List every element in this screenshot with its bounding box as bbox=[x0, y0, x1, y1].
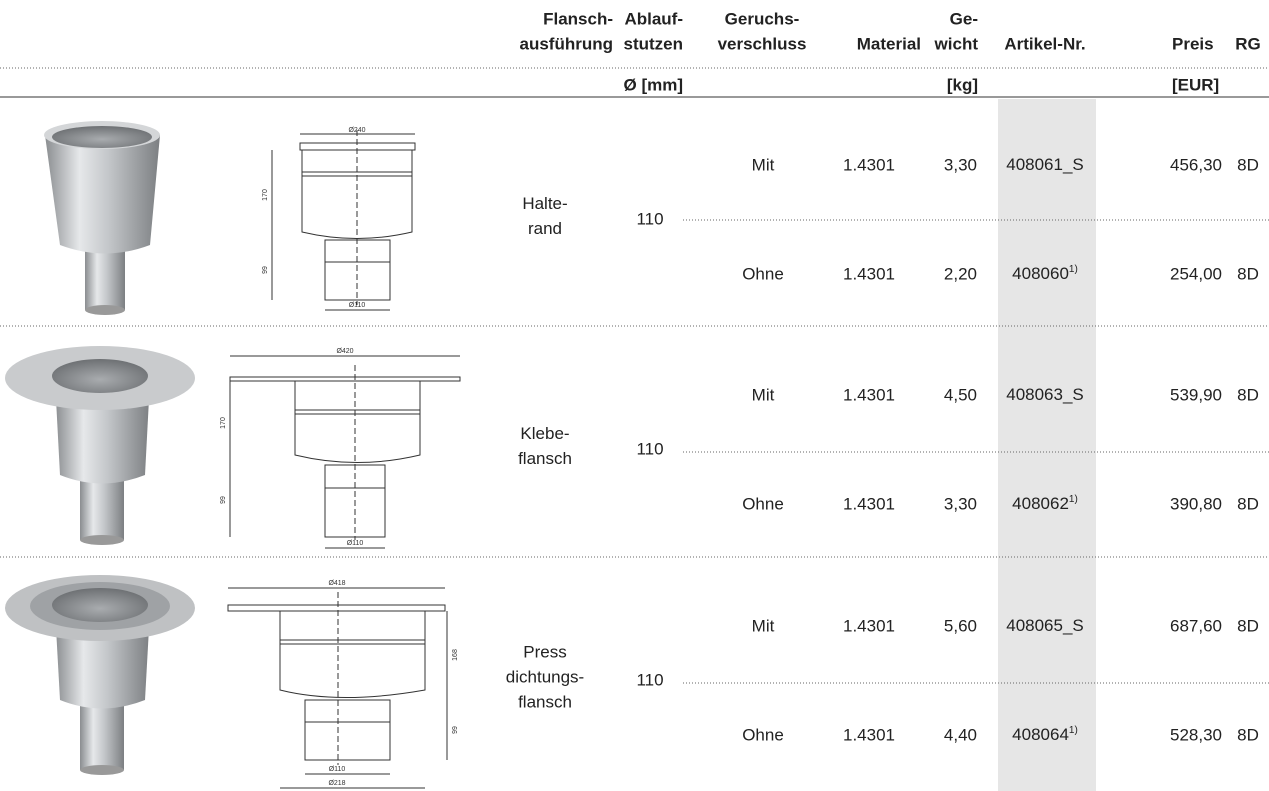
trap: Ohne bbox=[742, 725, 784, 744]
dimension-label: Ø418 bbox=[328, 580, 345, 587]
trap: Mit bbox=[752, 385, 775, 404]
dimension-label: Ø218 bbox=[328, 780, 345, 787]
column-unit: Ø [mm] bbox=[624, 75, 684, 94]
product-photo bbox=[5, 346, 195, 545]
dimension-label: 170 bbox=[262, 189, 269, 201]
column-unit: [kg] bbox=[947, 75, 978, 94]
rg: 8D bbox=[1237, 155, 1259, 174]
material: 1.4301 bbox=[843, 725, 895, 744]
article-number: 4080621) bbox=[1012, 494, 1078, 514]
article-number-value: 408060 bbox=[1012, 264, 1069, 283]
weight: 3,30 bbox=[944, 155, 977, 174]
article-number-value: 408062 bbox=[1012, 494, 1069, 513]
column-unit: [EUR] bbox=[1172, 75, 1219, 94]
flange-type: Halte- bbox=[522, 194, 567, 213]
rg: 8D bbox=[1237, 264, 1259, 283]
article-number-value: 408065_S bbox=[1006, 616, 1084, 635]
article-number-value: 408063_S bbox=[1006, 385, 1084, 404]
product-photo bbox=[5, 575, 195, 775]
rg: 8D bbox=[1237, 385, 1259, 404]
outlet-diameter: 110 bbox=[636, 439, 663, 458]
dimension-label: 170 bbox=[220, 417, 227, 429]
material: 1.4301 bbox=[843, 494, 895, 513]
article-number: 408065_S bbox=[1006, 616, 1084, 635]
dimension-label: Ø110 bbox=[329, 766, 346, 773]
price: 390,80 bbox=[1170, 494, 1222, 513]
flange-type: dichtungs- bbox=[506, 667, 584, 686]
price: 456,30 bbox=[1170, 155, 1222, 174]
article-number: 4080641) bbox=[1012, 725, 1078, 745]
flange-type: Klebe- bbox=[520, 424, 569, 443]
technical-drawing bbox=[227, 587, 448, 789]
article-footnote: 1) bbox=[1069, 494, 1078, 505]
article-number: 408063_S bbox=[1006, 385, 1084, 404]
dimension-label: Ø110 bbox=[349, 302, 366, 309]
price: 254,00 bbox=[1170, 264, 1222, 283]
trap: Mit bbox=[752, 155, 775, 174]
column-header: stutzen bbox=[624, 34, 684, 53]
material: 1.4301 bbox=[843, 264, 895, 283]
flange-type: flansch bbox=[518, 692, 572, 711]
weight: 2,20 bbox=[944, 264, 977, 283]
weight: 5,60 bbox=[944, 616, 977, 635]
article-number-value: 408061_S bbox=[1006, 155, 1084, 174]
column-header: Geruchs- bbox=[725, 9, 800, 28]
column-header: Preis bbox=[1172, 34, 1214, 53]
dimension-label: 99 bbox=[220, 496, 227, 504]
article-footnote: 1) bbox=[1069, 264, 1078, 275]
flange-type: flansch bbox=[518, 449, 572, 468]
rg: 8D bbox=[1237, 494, 1259, 513]
price: 539,90 bbox=[1170, 385, 1222, 404]
weight: 4,50 bbox=[944, 385, 977, 404]
flange-type: rand bbox=[528, 219, 562, 238]
article-number: 408061_S bbox=[1006, 155, 1084, 174]
technical-drawing bbox=[229, 355, 461, 549]
trap: Ohne bbox=[742, 494, 784, 513]
column-header: RG bbox=[1235, 34, 1261, 53]
column-header: Material bbox=[857, 34, 921, 53]
technical-drawing bbox=[271, 130, 416, 311]
dimension-label: 99 bbox=[262, 266, 269, 274]
column-header: Ge- bbox=[950, 9, 978, 28]
material: 1.4301 bbox=[843, 155, 895, 174]
price: 528,30 bbox=[1170, 725, 1222, 744]
weight: 4,40 bbox=[944, 725, 977, 744]
article-footnote: 1) bbox=[1069, 725, 1078, 736]
column-header: Flansch- bbox=[543, 9, 613, 28]
trap: Ohne bbox=[742, 264, 784, 283]
dimension-label: Ø420 bbox=[336, 348, 353, 355]
trap: Mit bbox=[752, 616, 775, 635]
weight: 3,30 bbox=[944, 494, 977, 513]
article-number-value: 408064 bbox=[1012, 725, 1069, 744]
column-header: verschluss bbox=[718, 34, 807, 53]
column-header: ausführung bbox=[520, 34, 614, 53]
material: 1.4301 bbox=[843, 616, 895, 635]
product-photo bbox=[44, 121, 160, 315]
flange-type: Press bbox=[523, 642, 566, 661]
dimension-label: 168 bbox=[452, 649, 459, 661]
column-header: Ablauf- bbox=[624, 9, 683, 28]
article-column-bg bbox=[998, 99, 1096, 791]
column-header: Artikel-Nr. bbox=[1004, 34, 1085, 53]
dimension-label: 99 bbox=[452, 726, 459, 734]
dimension-label: Ø110 bbox=[347, 540, 364, 547]
rg: 8D bbox=[1237, 725, 1259, 744]
material: 1.4301 bbox=[843, 385, 895, 404]
outlet-diameter: 110 bbox=[636, 209, 663, 228]
rg: 8D bbox=[1237, 616, 1259, 635]
outlet-diameter: 110 bbox=[636, 670, 663, 689]
price: 687,60 bbox=[1170, 616, 1222, 635]
article-number: 4080601) bbox=[1012, 264, 1078, 284]
column-header: wicht bbox=[934, 34, 979, 53]
dimension-label: Ø240 bbox=[348, 127, 365, 134]
